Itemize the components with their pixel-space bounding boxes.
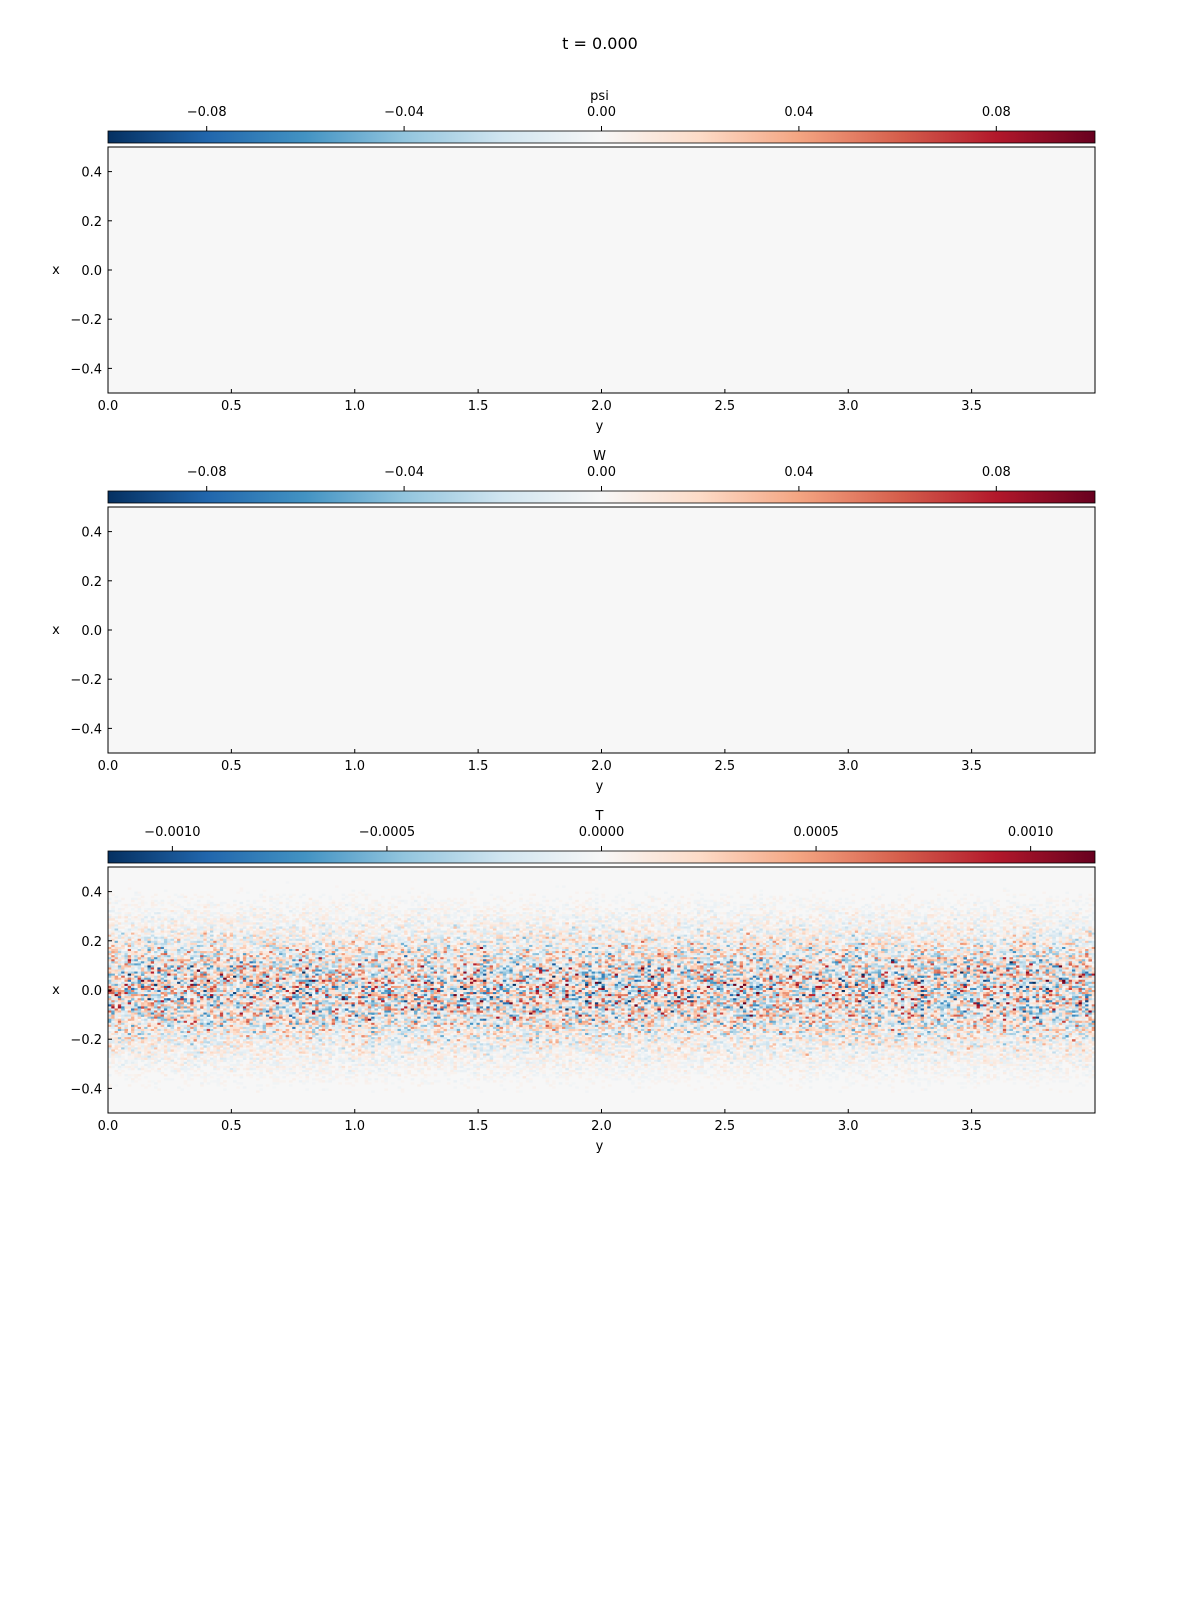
x-tick-label: 3.0 [838,1119,859,1134]
x-tick-label: 0.0 [98,1119,119,1134]
x-tick-label: 2.5 [715,759,736,774]
colorbar [107,850,1096,864]
colorbar-tick-label: −0.08 [187,105,227,120]
colorbar-tick-label: 0.04 [784,105,813,120]
y-tick-label: 0.4 [81,166,102,181]
x-tick-label: 1.0 [344,399,365,414]
y-tick-label: −0.4 [70,722,102,737]
x-tick-label: 3.5 [961,1119,982,1134]
colorbar-tick-label: 0.00 [587,465,616,480]
y-tick-label: 0.2 [81,215,102,230]
colorbar-tick-label: 0.0010 [1008,825,1054,840]
x-tick-label: 2.5 [715,399,736,414]
colorbar-tick-label: 0.0005 [793,825,839,840]
y-tick-label: −0.2 [70,1033,102,1048]
y-axis-label: x [52,263,60,278]
panel-psi: psi −0.08 −0.04 0.00 0.04 0.08 0.0 0.5 1.0 1.5 2.0… [52,90,1096,434]
x-tick-label: 0.5 [221,759,242,774]
heatmap-field [108,147,1095,393]
x-tick-label: 3.5 [961,399,982,414]
x-tick-label: 0.0 [98,399,119,414]
x-axis-label: y [596,419,604,434]
x-tick-label: 3.0 [838,759,859,774]
x-tick-label: 1.0 [344,759,365,774]
x-axis-label: y [596,779,604,794]
y-tick-label: 0.4 [81,526,102,541]
x-tick-label: 1.5 [468,1119,489,1134]
colorbar-tick-label: 0.08 [982,465,1011,480]
panel-t: T −0.0010 −0.0005 0.0000 0.0005 0.0010 0.0 0.5 1… [52,810,1096,1154]
x-tick-label: 0.0 [98,759,119,774]
x-tick-label: 3.5 [961,759,982,774]
x-tick-label: 0.5 [221,1119,242,1134]
panel-w: W −0.08 −0.04 0.00 0.04 0.08 0.0 0.5 1.0 1.5 2.0 2.… [52,450,1096,794]
figure-title: t = 0.000 [0,34,1200,53]
colorbar-label: psi [590,90,609,104]
y-tick-label: 0.2 [81,575,102,590]
y-tick-label: −0.2 [70,313,102,328]
y-tick-label: 0.4 [81,886,102,901]
x-axis-label: y [596,1139,604,1154]
colorbar-tick-label: −0.0010 [144,825,200,840]
colorbar-tick-label: 0.04 [784,465,813,480]
colorbar-label: W [593,450,606,464]
colorbar-tick-label: 0.00 [587,105,616,120]
colorbar [107,130,1096,144]
heatmap-cells [108,881,1096,1093]
colorbar-tick-label: −0.04 [384,105,424,120]
x-tick-label: 1.5 [468,759,489,774]
y-tick-label: 0.0 [81,264,102,279]
y-tick-label: −0.4 [70,362,102,377]
colorbar-label: T [595,810,604,824]
x-tick-label: 1.0 [344,1119,365,1134]
y-tick-label: 0.0 [81,624,102,639]
x-tick-label: 3.0 [838,399,859,414]
y-axis-label: x [52,623,60,638]
y-tick-label: 0.0 [81,984,102,999]
x-tick-label: 0.5 [221,399,242,414]
x-tick-label: 2.0 [591,1119,612,1134]
x-tick-label: 2.0 [591,399,612,414]
x-tick-label: 2.5 [715,1119,736,1134]
x-tick-label: 1.5 [468,399,489,414]
colorbar-tick-label: −0.04 [384,465,424,480]
colorbar-tick-label: 0.0000 [579,825,625,840]
y-tick-label: −0.4 [70,1082,102,1097]
colorbar [107,490,1096,504]
colorbar-tick-label: −0.08 [187,465,227,480]
colorbar-tick-label: −0.0005 [359,825,415,840]
y-axis-label: x [52,983,60,998]
y-tick-label: −0.2 [70,673,102,688]
heatmap-field [108,507,1095,753]
colorbar-tick-label: 0.08 [982,105,1011,120]
x-tick-label: 2.0 [591,759,612,774]
y-tick-label: 0.2 [81,935,102,950]
